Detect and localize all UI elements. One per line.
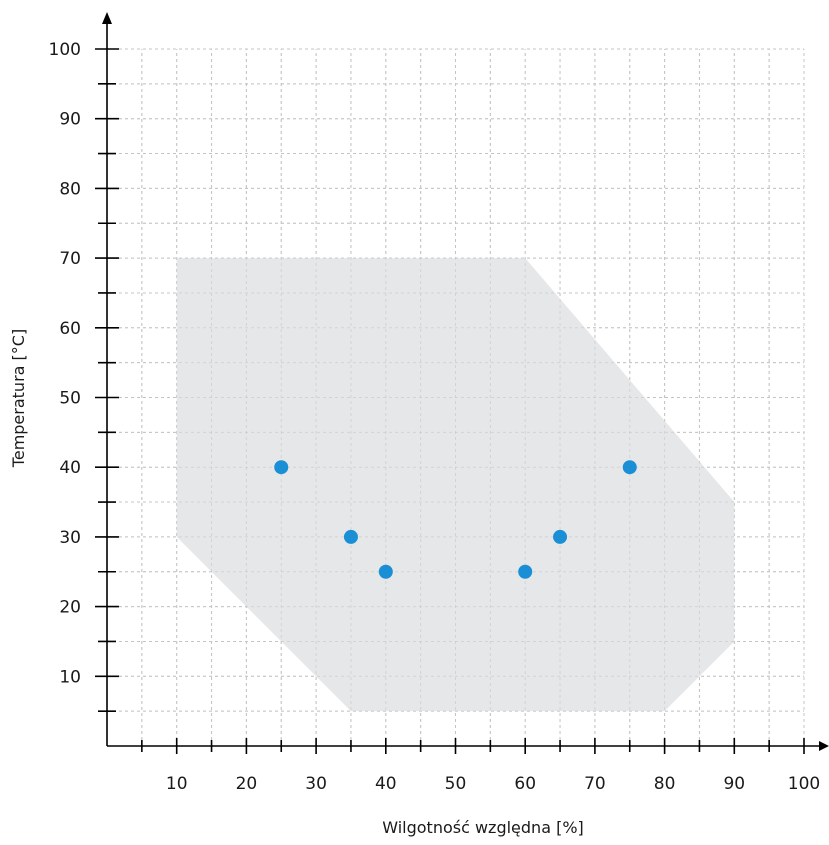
data-point xyxy=(622,460,637,475)
x-tick-label: 10 xyxy=(166,774,188,794)
x-tick-label: 100 xyxy=(788,774,820,794)
x-tick-label: 30 xyxy=(305,774,327,794)
axes xyxy=(102,12,829,751)
x-tick-label: 90 xyxy=(723,774,745,794)
grid-overlay xyxy=(107,48,805,746)
y-tick-label: 40 xyxy=(59,458,81,478)
x-tick-label: 50 xyxy=(445,774,467,794)
ticks xyxy=(95,48,805,754)
y-tick-label: 100 xyxy=(49,40,81,60)
data-point xyxy=(343,529,358,544)
y-tick-label: 90 xyxy=(59,110,81,130)
y-tick-label: 60 xyxy=(59,319,81,339)
y-tick-label: 50 xyxy=(59,389,81,409)
y-tick-label: 80 xyxy=(59,179,81,199)
data-points xyxy=(274,460,637,579)
data-point xyxy=(553,529,568,544)
data-point xyxy=(518,564,533,579)
x-axis-arrow xyxy=(819,741,829,751)
data-point xyxy=(378,564,393,579)
y-axis-arrow xyxy=(102,12,112,24)
y-tick-label: 10 xyxy=(59,667,81,687)
x-tick-label: 40 xyxy=(375,774,397,794)
y-axis-label: Temperatura [°C] xyxy=(9,329,28,468)
x-tick-label: 60 xyxy=(514,774,536,794)
x-tick-label: 70 xyxy=(584,774,606,794)
x-axis-label: Wilgotność względna [%] xyxy=(382,818,584,837)
y-tick-label: 20 xyxy=(59,598,81,618)
tick-labels: 10 20 30 40 50 60 70 80 90 100 10 20 30 40 50 60 70 80 90 1… xyxy=(49,40,821,794)
x-tick-label: 20 xyxy=(236,774,258,794)
data-point xyxy=(274,460,289,475)
y-tick-label: 70 xyxy=(59,249,81,269)
y-tick-label: 30 xyxy=(59,528,81,548)
x-tick-label: 80 xyxy=(654,774,676,794)
